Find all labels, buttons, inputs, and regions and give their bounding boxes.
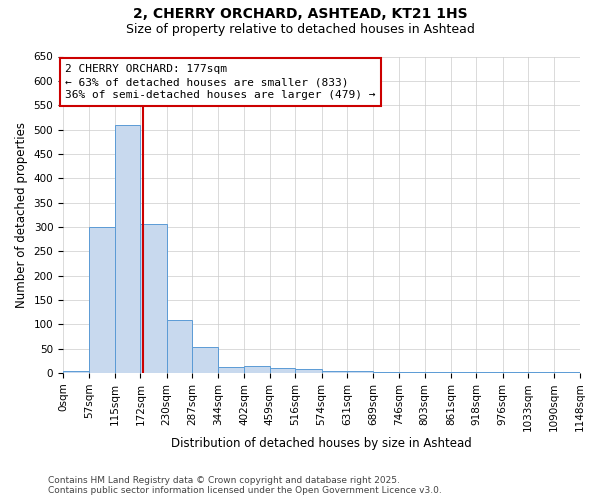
Bar: [399, 372, 425, 373]
Bar: [554, 372, 580, 373]
Text: 2, CHERRY ORCHARD, ASHTEAD, KT21 1HS: 2, CHERRY ORCHARD, ASHTEAD, KT21 1HS: [133, 8, 467, 22]
Bar: [322, 370, 347, 373]
Bar: [347, 371, 373, 373]
Bar: [373, 372, 399, 373]
Text: Size of property relative to detached houses in Ashtead: Size of property relative to detached ho…: [125, 22, 475, 36]
Bar: [295, 369, 322, 373]
Bar: [167, 320, 192, 373]
Bar: [270, 368, 295, 373]
X-axis label: Distribution of detached houses by size in Ashtead: Distribution of detached houses by size …: [171, 437, 472, 450]
Y-axis label: Number of detached properties: Number of detached properties: [15, 122, 28, 308]
Bar: [192, 347, 218, 373]
Bar: [63, 370, 89, 373]
Bar: [244, 366, 270, 373]
Bar: [476, 372, 503, 373]
Text: 2 CHERRY ORCHARD: 177sqm
← 63% of detached houses are smaller (833)
36% of semi-: 2 CHERRY ORCHARD: 177sqm ← 63% of detach…: [65, 64, 376, 100]
Bar: [115, 124, 140, 373]
Bar: [218, 366, 244, 373]
Text: Contains HM Land Registry data © Crown copyright and database right 2025.
Contai: Contains HM Land Registry data © Crown c…: [48, 476, 442, 495]
Bar: [140, 224, 167, 373]
Bar: [89, 227, 115, 373]
